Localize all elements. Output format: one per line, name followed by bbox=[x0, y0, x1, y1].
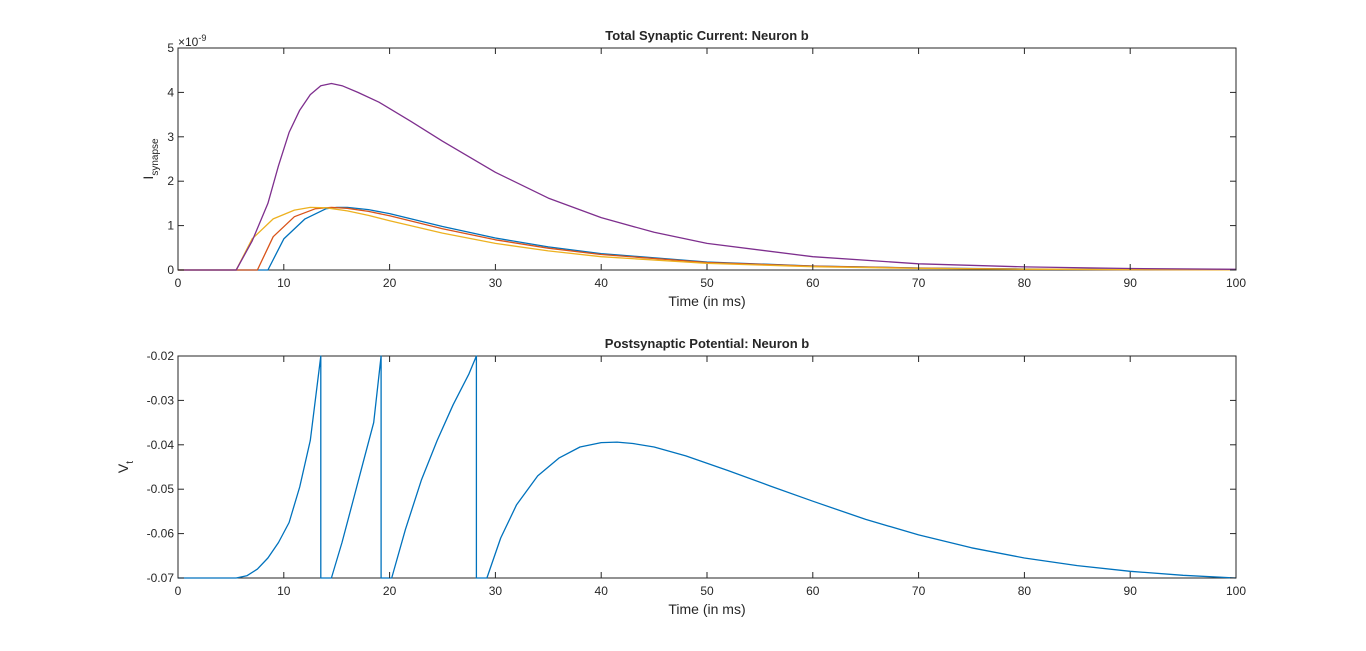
current-chart-title: Total Synaptic Current: Neuron b bbox=[605, 28, 808, 43]
current-y-tick-label: 3 bbox=[167, 130, 174, 144]
potential-y-axis-label: Vt bbox=[115, 461, 136, 473]
current-x-tick-label: 70 bbox=[912, 276, 926, 290]
potential-axes: 0 10 20 30 40 50 60 70 80 90 100 -0.07 -0.06 -0.05 -0.… bbox=[115, 336, 1246, 617]
potential-x-tick-label: 80 bbox=[1018, 584, 1032, 598]
svg-text:Isynapse: Isynapse bbox=[140, 138, 161, 180]
potential-x-axis-label: Time (in ms) bbox=[668, 601, 745, 617]
potential-x-tick-label: 60 bbox=[806, 584, 820, 598]
potential-ticks: 0 10 20 30 40 50 60 70 80 90 100 -0.07 -0.06 -0.05 -0.… bbox=[147, 349, 1247, 598]
potential-x-tick-label: 20 bbox=[383, 584, 397, 598]
current-y-axis-label-sub: synapse bbox=[150, 138, 161, 176]
current-x-tick-label: 60 bbox=[806, 276, 820, 290]
potential-y-axis-label-main: V bbox=[115, 463, 131, 473]
potential-y-tick-label: -0.05 bbox=[147, 482, 175, 496]
current-exponent-base: ×10 bbox=[178, 35, 199, 49]
current-x-tick-label: 40 bbox=[595, 276, 609, 290]
potential-x-tick-label: 0 bbox=[175, 584, 182, 598]
current-exponent-power: -9 bbox=[198, 33, 206, 43]
current-y-tick-label: 2 bbox=[167, 174, 174, 188]
potential-y-tick-label: -0.03 bbox=[147, 393, 175, 407]
current-y-axis-label-main: I bbox=[140, 176, 156, 180]
current-x-tick-label: 0 bbox=[175, 276, 182, 290]
current-x-tick-label: 50 bbox=[700, 276, 714, 290]
svg-text:Vt: Vt bbox=[115, 461, 136, 473]
potential-y-tick-label: -0.04 bbox=[147, 438, 175, 452]
current-x-tick-label: 20 bbox=[383, 276, 397, 290]
potential-x-tick-label: 30 bbox=[489, 584, 503, 598]
current-x-tick-label: 10 bbox=[277, 276, 291, 290]
potential-y-tick-label: -0.07 bbox=[147, 571, 175, 585]
current-y-tick-label: 4 bbox=[167, 85, 174, 99]
current-y-tick-label: 5 bbox=[167, 41, 174, 55]
potential-x-tick-label: 70 bbox=[912, 584, 926, 598]
potential-x-tick-label: 100 bbox=[1226, 584, 1246, 598]
current-x-axis-label: Time (in ms) bbox=[668, 293, 745, 309]
current-x-tick-label: 100 bbox=[1226, 276, 1246, 290]
potential-series-line-1 bbox=[178, 355, 1237, 579]
potential-x-tick-label: 90 bbox=[1124, 584, 1138, 598]
current-series-line-4 bbox=[178, 82, 1237, 271]
current-x-tick-label: 30 bbox=[489, 276, 503, 290]
potential-y-axis-label-sub: t bbox=[125, 461, 136, 464]
potential-y-tick-label: -0.02 bbox=[147, 349, 175, 363]
potential-y-tick-label: -0.06 bbox=[147, 527, 175, 541]
current-plot-area bbox=[177, 47, 1237, 271]
current-y-tick-label: 1 bbox=[167, 219, 174, 233]
current-y-axis-label: Isynapse bbox=[140, 138, 161, 180]
current-series-line-3 bbox=[178, 206, 1237, 271]
potential-x-tick-label: 50 bbox=[700, 584, 714, 598]
potential-lines bbox=[178, 355, 1237, 579]
current-ticks: 0 10 20 30 40 50 60 70 80 90 100 0 1 2 3 4 5 bbox=[167, 41, 1246, 290]
current-x-tick-label: 80 bbox=[1018, 276, 1032, 290]
current-exponent-label: ×10-9 bbox=[178, 33, 206, 49]
current-y-tick-label: 0 bbox=[167, 263, 174, 277]
potential-x-tick-label: 10 bbox=[277, 584, 291, 598]
potential-plot-area bbox=[177, 355, 1237, 579]
current-axes: 0 10 20 30 40 50 60 70 80 90 100 0 1 2 3 4 5 Total Synap… bbox=[140, 28, 1246, 309]
potential-chart-title: Postsynaptic Potential: Neuron b bbox=[605, 336, 809, 351]
current-x-tick-label: 90 bbox=[1124, 276, 1138, 290]
potential-x-tick-label: 40 bbox=[595, 584, 609, 598]
